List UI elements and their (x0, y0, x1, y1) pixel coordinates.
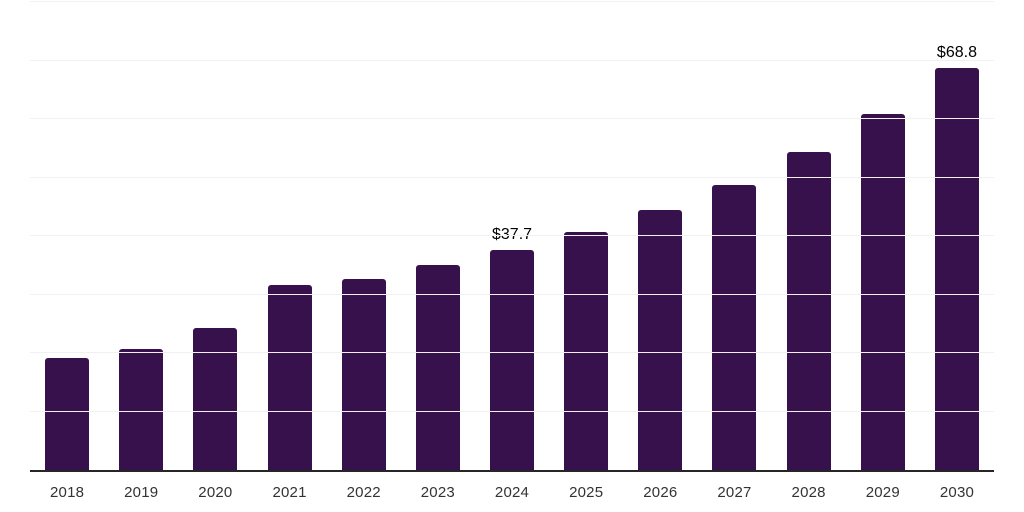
x-tick-label-2025: 2025 (569, 484, 604, 501)
bar-2019[interactable] (119, 348, 164, 470)
bar-slot-2029 (846, 2, 920, 470)
bar-2028[interactable] (786, 152, 831, 470)
gridline-80 (30, 1, 994, 2)
x-tick-label-2018: 2018 (49, 484, 85, 501)
data-label-2024: $37.7 (491, 225, 533, 243)
gridline-20 (30, 352, 994, 353)
bar-slot-2027 (697, 2, 771, 470)
x-axis-labels: 2018 2019 2020 2021 2022 2023 2024 2025 2026 2027… (30, 484, 994, 501)
bar-2022[interactable] (341, 278, 386, 470)
bar-slot-2028 (772, 2, 846, 470)
x-tick-label-2021: 2021 (272, 484, 307, 501)
bar-slot-2023 (401, 2, 475, 470)
data-label-2030: $68.8 (936, 43, 977, 61)
x-tick-label-2030: 2030 (939, 484, 975, 501)
x-tick-label-2028: 2028 (791, 484, 826, 501)
bar-slot-2019 (104, 2, 178, 470)
x-tick-label-2020: 2020 (198, 484, 233, 501)
bar-slot-2024: $37.7 (475, 2, 549, 470)
plot-area: $37.7 $68.8 (30, 1, 994, 472)
x-tick-label-2023: 2023 (420, 484, 455, 501)
bar-2030[interactable] (934, 67, 979, 470)
bar-2029[interactable] (860, 114, 905, 470)
bar-2024[interactable] (490, 249, 535, 470)
bar-2026[interactable] (638, 210, 683, 470)
bar-2027[interactable] (712, 184, 757, 470)
bar-2020[interactable] (193, 328, 238, 470)
bar-2018[interactable] (45, 358, 90, 470)
x-tick-label-2024: 2024 (494, 484, 530, 501)
x-tick-label-2022: 2022 (346, 484, 381, 501)
x-tick-label-2026: 2026 (643, 484, 678, 501)
gridline-70 (30, 59, 994, 61)
bar-2025[interactable] (564, 231, 609, 470)
gridline-30 (30, 293, 994, 295)
bar-slot-2020 (178, 2, 252, 470)
bars-container: $37.7 $68.8 (30, 2, 994, 470)
gridline-50 (30, 176, 994, 178)
x-tick-label-2019: 2019 (124, 484, 159, 501)
bar-slot-2022 (327, 2, 401, 470)
bar-2021[interactable] (267, 284, 312, 470)
bar-slot-2025 (549, 2, 623, 470)
bar-slot-2030: $68.8 (920, 2, 994, 470)
bar-2023[interactable] (415, 264, 460, 470)
x-tick-label-2029: 2029 (865, 484, 900, 501)
bar-slot-2026 (623, 2, 697, 470)
x-tick-label-2027: 2027 (717, 484, 752, 501)
gridline-60 (30, 118, 994, 119)
bar-slot-2021 (252, 2, 326, 470)
bar-slot-2018 (30, 2, 104, 470)
gridline-40 (30, 235, 994, 236)
gridline-10 (30, 410, 994, 412)
